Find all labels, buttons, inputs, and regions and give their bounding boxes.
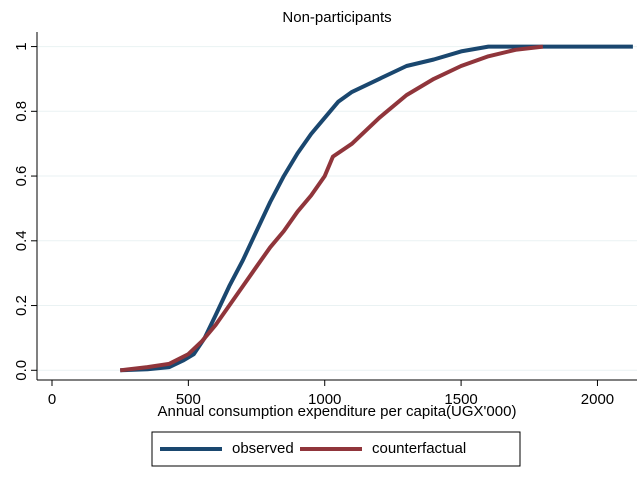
y-tick-label: 0.6	[13, 166, 30, 187]
x-tick-label: 2000	[581, 391, 614, 408]
x-tick-label: 0	[48, 391, 56, 408]
x-tick-label: 1500	[444, 391, 477, 408]
x-axis-title: Annual consumption expenditure per capit…	[158, 403, 517, 420]
x-tick-label: 1000	[308, 391, 341, 408]
y-tick-label: 0.2	[13, 295, 30, 316]
legend-label: counterfactual	[372, 440, 466, 457]
y-tick-label: 1	[13, 42, 30, 50]
x-tick-label: 500	[176, 391, 201, 408]
chart-title: Non-participants	[282, 9, 391, 26]
y-tick-label: 0.8	[13, 101, 30, 122]
y-tick-label: 0.4	[13, 230, 30, 251]
line	[119, 44, 544, 373]
line	[120, 44, 633, 373]
y-tick-label: 0.0	[13, 360, 30, 381]
legend-label: observed	[232, 440, 294, 457]
